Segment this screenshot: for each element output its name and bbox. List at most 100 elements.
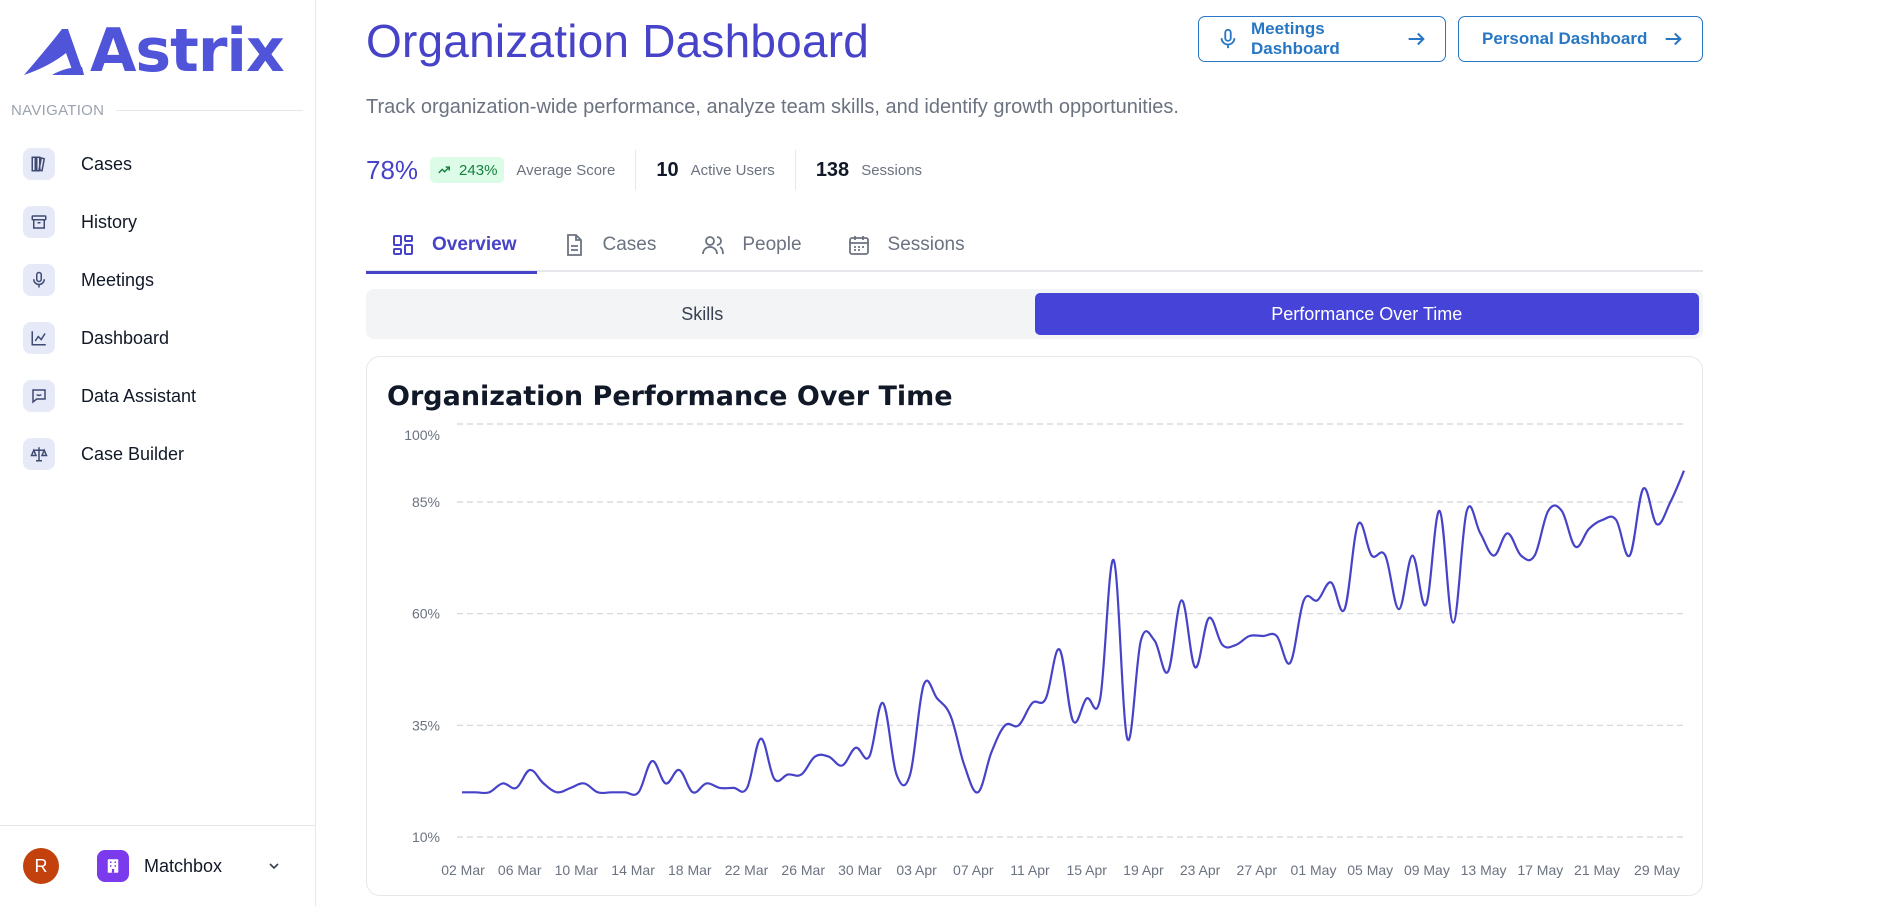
trend-badge: 243%	[430, 157, 505, 183]
series-line	[461, 470, 1686, 796]
x-tick-label: 26 Mar	[781, 862, 825, 878]
sidebar-item-cases[interactable]: Cases	[23, 135, 315, 193]
arrow-right-icon	[1662, 28, 1684, 50]
logo[interactable]: Astrix	[0, 0, 315, 82]
tab-label: Cases	[602, 234, 657, 255]
sidebar-item-label: Meetings	[81, 269, 155, 290]
trend-value: 243%	[459, 161, 498, 179]
x-tick-label: 02 Mar	[441, 862, 485, 878]
sidebar-item-label: Data Assistant	[81, 385, 197, 406]
main-content: Organization Dashboard Meetings Dashboar…	[316, 0, 1902, 906]
sidebar: Astrix NAVIGATION Cases History	[0, 0, 316, 906]
tab-label: Overview	[432, 234, 517, 255]
chart-icon	[23, 322, 55, 354]
chat-icon	[23, 380, 55, 412]
y-tick-label: 100%	[404, 427, 440, 443]
sessions-value: 138	[815, 158, 850, 181]
sidebar-item-meetings[interactable]: Meetings	[23, 251, 315, 309]
x-tick-label: 09 May	[1404, 862, 1450, 878]
sidebar-item-label: Case Builder	[81, 443, 185, 464]
tab-cases[interactable]: Cases	[537, 218, 677, 272]
layout-grid-icon	[391, 233, 415, 257]
x-tick-label: 18 Mar	[668, 862, 712, 878]
active-users-label: Active Users	[690, 161, 775, 179]
performance-line-chart: 100% 85% 60% 35% 10% 02 Mar 06 Mar 10 Mar 14 Mar…	[404, 423, 1686, 878]
users-icon	[701, 233, 725, 257]
meetings-dashboard-button[interactable]: Meetings Dashboard	[1198, 16, 1446, 62]
x-tick-label: 05 May	[1347, 862, 1393, 878]
tab-bar: Overview Cases People Sessions	[366, 218, 1703, 274]
org-switcher[interactable]: Matchbox	[144, 855, 223, 876]
tab-sessions[interactable]: Sessions	[822, 218, 985, 272]
x-tick-label: 23 Apr	[1180, 862, 1221, 878]
sessions-label: Sessions	[861, 161, 923, 179]
x-tick-label: 13 May	[1461, 862, 1507, 878]
sidebar-footer: R Matchbox	[0, 825, 316, 906]
x-tick-label: 14 Mar	[611, 862, 655, 878]
microphone-icon	[23, 264, 55, 296]
building-icon	[97, 850, 129, 882]
x-tick-label: 10 Mar	[555, 862, 599, 878]
tab-label: Sessions	[887, 234, 965, 255]
x-tick-label: 22 Mar	[725, 862, 769, 878]
sidebar-nav: Cases History Meetings Dashboard	[0, 135, 315, 483]
average-score-label: Average Score	[516, 161, 616, 179]
personal-dashboard-label: Personal Dashboard	[1482, 29, 1648, 48]
stat-divider	[794, 150, 796, 190]
personal-dashboard-button[interactable]: Personal Dashboard	[1458, 16, 1703, 62]
sidebar-item-label: History	[81, 211, 138, 232]
nav-heading-label: NAVIGATION	[11, 102, 105, 119]
stat-divider	[635, 150, 637, 190]
arrow-right-icon	[1405, 28, 1427, 50]
subtab-skills[interactable]: Skills	[681, 303, 724, 324]
logo-mark-icon	[24, 29, 84, 75]
subtab-performance-over-time[interactable]: Performance Over Time	[1034, 293, 1699, 335]
nav-heading-rule	[116, 110, 303, 111]
tab-overview[interactable]: Overview	[366, 218, 537, 274]
y-tick-label: 60%	[412, 606, 440, 622]
avatar[interactable]: R	[23, 848, 59, 884]
x-tick-label: 11 Apr	[1010, 862, 1050, 878]
logo-text: Astrix	[90, 16, 285, 86]
page-title: Organization Dashboard	[366, 15, 870, 67]
page-subtitle: Track organization-wide performance, ana…	[366, 96, 1179, 118]
x-tick-label: 06 Mar	[498, 862, 542, 878]
x-tick-label: 03 Apr	[896, 862, 937, 878]
x-tick-label: 19 Apr	[1123, 862, 1164, 878]
performance-chart-card: Organization Performance Over Time 100% 8…	[366, 356, 1703, 896]
x-tick-label: 17 May	[1517, 862, 1563, 878]
y-tick-label: 35%	[412, 717, 440, 733]
x-tick-label: 29 May	[1634, 862, 1680, 878]
tab-people[interactable]: People	[676, 218, 821, 272]
sidebar-item-history[interactable]: History	[23, 193, 315, 251]
trend-up-icon	[438, 166, 451, 174]
library-icon	[23, 148, 55, 180]
sidebar-item-data-assistant[interactable]: Data Assistant	[23, 367, 315, 425]
chart-title: Organization Performance Over Time	[387, 381, 953, 412]
sidebar-item-label: Cases	[81, 153, 133, 174]
subtab-switcher: Skills Performance Over Time	[366, 289, 1703, 339]
scale-icon	[23, 438, 55, 470]
stats-bar: 78% 243% Average Score 10 Active Users 1…	[366, 150, 922, 190]
document-icon	[562, 233, 586, 257]
x-tick-label: 30 Mar	[838, 862, 882, 878]
microphone-icon	[1217, 28, 1239, 50]
meetings-dashboard-label: Meetings Dashboard	[1251, 19, 1340, 58]
y-tick-label: 10%	[412, 829, 440, 845]
sidebar-item-label: Dashboard	[81, 327, 170, 348]
x-tick-label: 07 Apr	[953, 862, 994, 878]
sidebar-item-dashboard[interactable]: Dashboard	[23, 309, 315, 367]
x-tick-label: 15 Apr	[1066, 862, 1107, 878]
chevron-down-icon[interactable]	[266, 858, 282, 874]
calendar-icon	[847, 233, 871, 257]
tab-label: People	[742, 234, 802, 255]
average-score-value: 78%	[366, 154, 419, 185]
y-tick-label: 85%	[412, 494, 440, 510]
x-tick-label: 21 May	[1574, 862, 1620, 878]
active-users-value: 10	[656, 158, 679, 181]
nav-heading: NAVIGATION	[0, 82, 315, 119]
archive-icon	[23, 206, 55, 238]
sidebar-item-case-builder[interactable]: Case Builder	[23, 425, 315, 483]
x-tick-label: 27 Apr	[1237, 862, 1278, 878]
x-tick-label: 01 May	[1291, 862, 1337, 878]
